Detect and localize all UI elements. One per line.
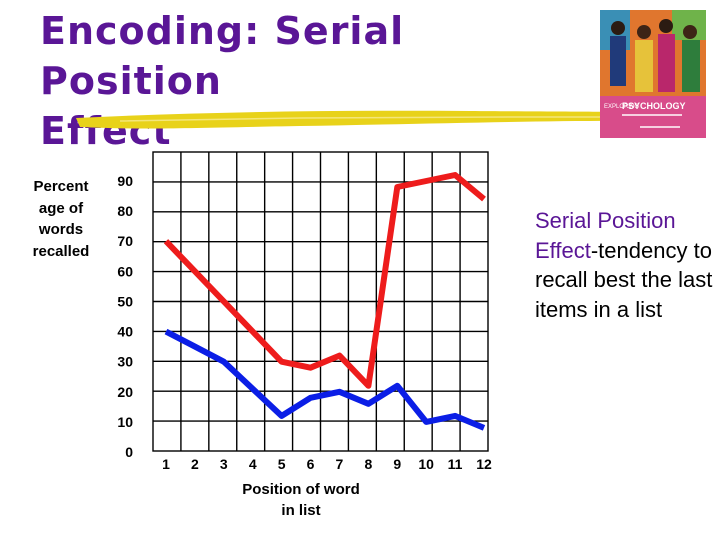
x-tick-label: 2 <box>191 456 199 472</box>
book-brand-large: PSYCHOLOGY <box>622 101 686 111</box>
side-note-term: Serial Position Effect <box>535 208 676 263</box>
y-tick-label: 70 <box>117 233 133 249</box>
x-axis-label: Position of word in list <box>242 481 360 519</box>
y-axis-ticks: 0 10 20 30 40 50 60 70 80 90 <box>117 173 133 460</box>
x-tick-label: 10 <box>418 456 434 472</box>
y-tick-label: 30 <box>117 354 133 370</box>
y-tick-label: 0 <box>125 444 133 460</box>
series-line-red <box>163 172 486 389</box>
x-tick-label: 5 <box>278 456 286 472</box>
chart-series <box>163 172 486 431</box>
y-tick-label: 50 <box>117 293 133 309</box>
y-tick-label: 80 <box>117 203 133 219</box>
x-tick-label: 1 <box>162 456 170 472</box>
y-tick-label: 90 <box>117 173 133 189</box>
side-note-definition: -tendency to recall best the last items … <box>535 237 713 322</box>
y-tick-label: 20 <box>117 384 133 400</box>
title-line-1: Encoding: Serial Position <box>40 9 405 103</box>
x-tick-label: 4 <box>249 456 257 472</box>
x-tick-label: 8 <box>364 456 372 472</box>
x-tick-label: 6 <box>307 456 315 472</box>
book-brand-small: EXPLORING <box>604 104 639 110</box>
x-axis-ticks: 1 2 3 4 5 6 7 8 9 10 11 12 <box>162 456 492 472</box>
x-tick-label: 12 <box>476 456 492 472</box>
series-line-blue <box>164 328 486 431</box>
side-note: Serial Position Effect-tendency to recal… <box>535 206 720 324</box>
title-underline <box>76 110 640 129</box>
x-tick-label: 3 <box>220 456 228 472</box>
y-axis-label: Percent age of words recalled <box>32 178 90 260</box>
x-tick-label: 9 <box>393 456 401 472</box>
y-tick-label: 40 <box>117 324 133 340</box>
x-tick-label: 7 <box>336 456 344 472</box>
y-tick-label: 60 <box>117 263 133 279</box>
chart-grid <box>152 151 489 452</box>
y-tick-label: 10 <box>117 414 133 430</box>
page-title: Encoding: Serial Position Effect <box>40 6 600 156</box>
book-cover-image: EXPLORING PSYCHOLOGY <box>600 10 706 138</box>
x-tick-label: 11 <box>448 456 463 472</box>
